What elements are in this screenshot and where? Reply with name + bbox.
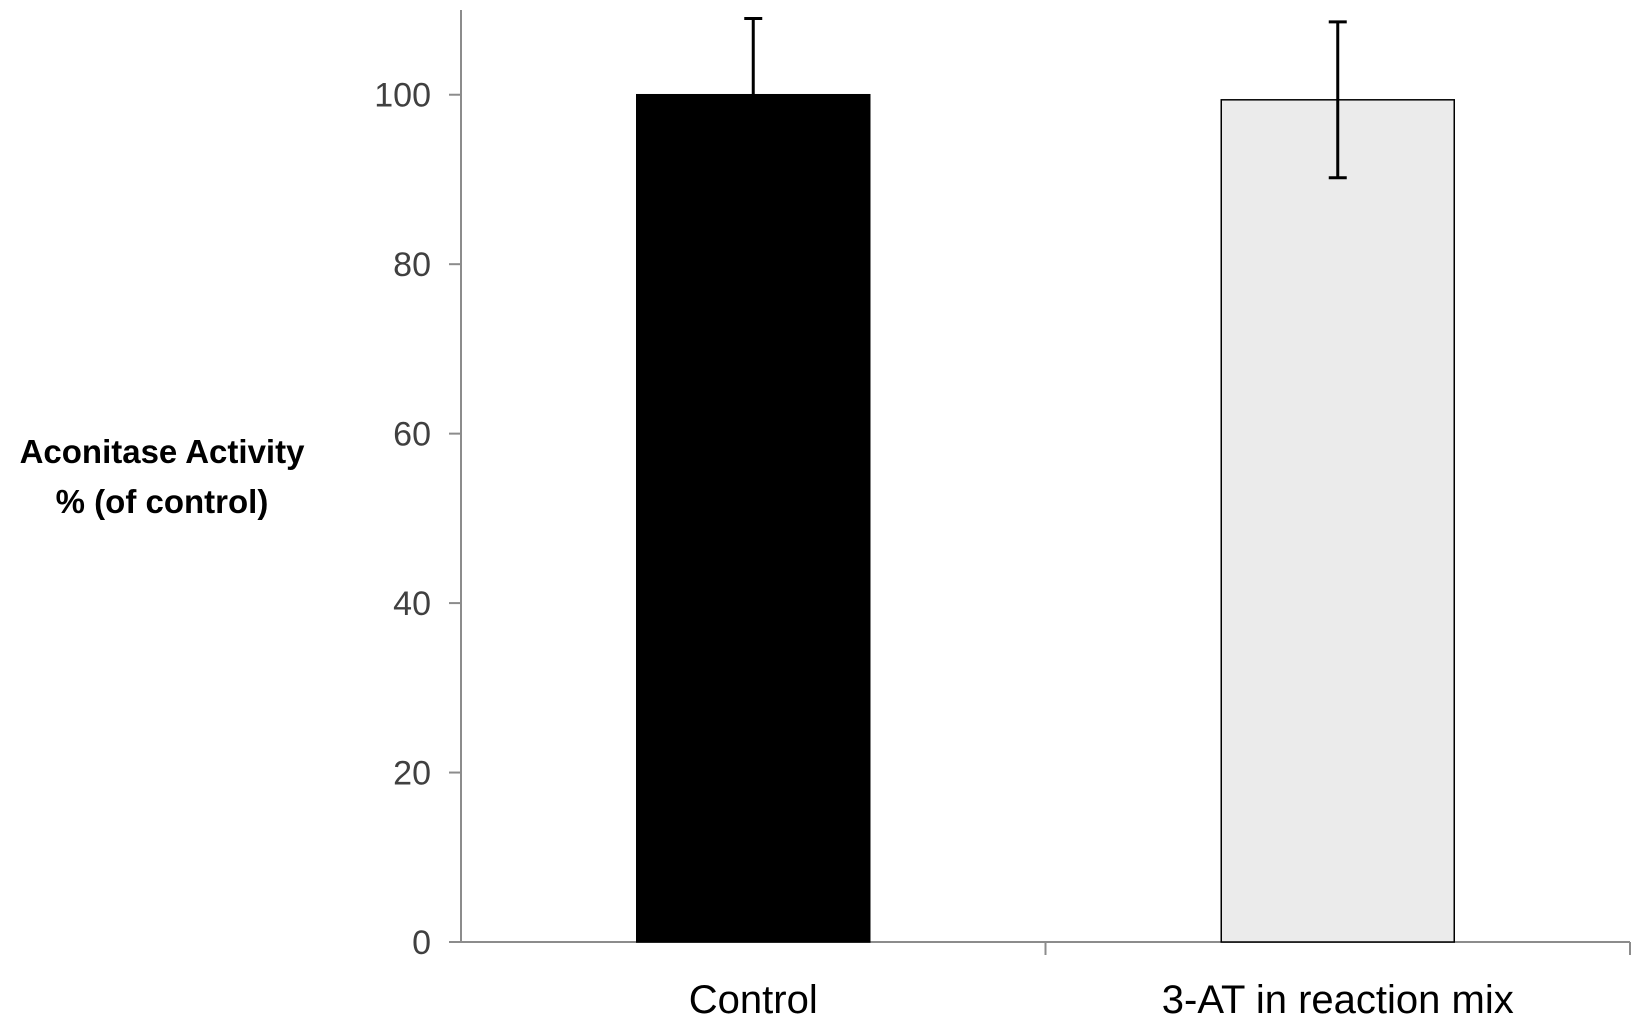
plot-area: 0 20 40 60 80 100 Control 3-AT in reaction mix (374, 10, 1631, 1022)
bar-1 (636, 93, 871, 943)
bar-2 (1220, 99, 1455, 943)
y-axis-label-line-1: Aconitase Activity (20, 433, 306, 470)
y-axis-label-line-2: % (of control) (56, 483, 269, 520)
x-category-label: 3-AT in reaction mix (1162, 978, 1514, 1022)
y-tick-label: 80 (393, 246, 431, 284)
y-tick-label: 0 (412, 924, 431, 962)
x-category-label: Control (689, 978, 818, 1022)
y-tick-label: 40 (393, 585, 431, 623)
y-tick-label: 100 (374, 77, 431, 115)
y-tick-label: 20 (393, 755, 431, 793)
y-tick-label: 60 (393, 416, 431, 454)
